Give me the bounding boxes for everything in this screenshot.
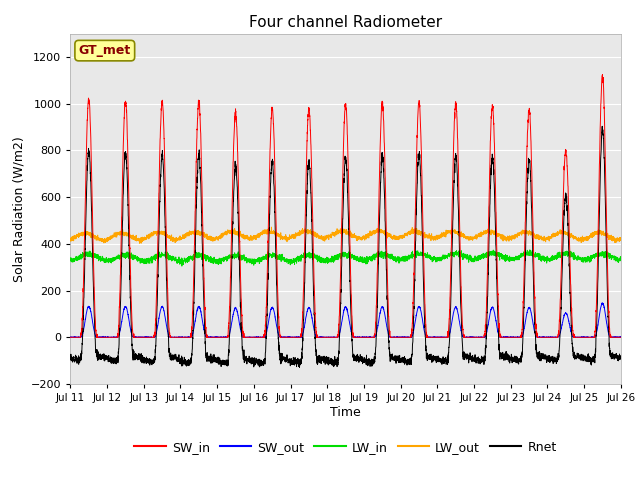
X-axis label: Time: Time <box>330 406 361 419</box>
Text: GT_met: GT_met <box>79 44 131 57</box>
Title: Four channel Radiometer: Four channel Radiometer <box>249 15 442 30</box>
Y-axis label: Solar Radiation (W/m2): Solar Radiation (W/m2) <box>12 136 26 282</box>
Legend: SW_in, SW_out, LW_in, LW_out, Rnet: SW_in, SW_out, LW_in, LW_out, Rnet <box>129 436 562 459</box>
